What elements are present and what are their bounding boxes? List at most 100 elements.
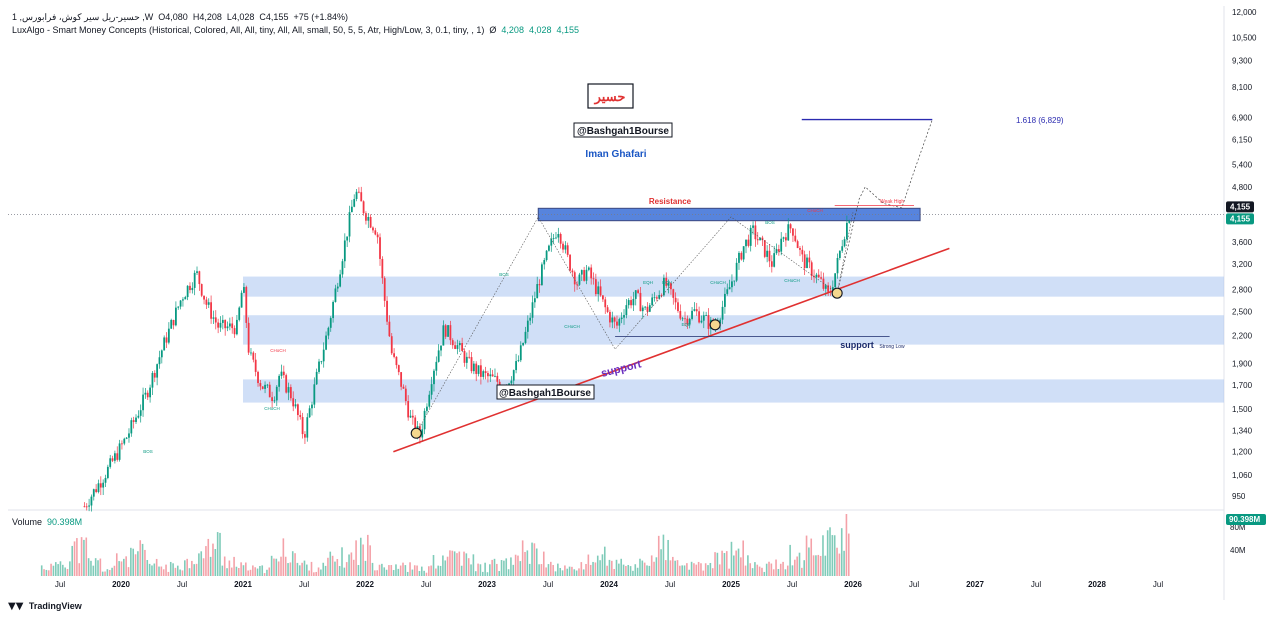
candle-body: [651, 297, 654, 306]
volume-bar: [557, 563, 559, 576]
candle-body: [817, 274, 820, 278]
volume-bar: [594, 562, 597, 576]
candle-body: [451, 340, 454, 346]
candle-body: [747, 239, 750, 246]
candle-body: [775, 249, 778, 254]
volume-bar: [141, 543, 144, 576]
candle-body: [789, 224, 792, 229]
volume-bar: [655, 557, 658, 576]
candle-body: [355, 191, 358, 199]
volume-bar: [57, 564, 59, 576]
candle-body: [538, 284, 541, 286]
candle-body: [571, 270, 574, 273]
time-tick-label: Jul: [909, 580, 919, 589]
candle-body: [702, 315, 705, 321]
volume-bar: [737, 548, 740, 576]
indicator-header[interactable]: LuxAlgo - Smart Money Concepts (Historic…: [12, 25, 579, 35]
candle-body: [165, 337, 168, 343]
candle-body: [468, 356, 471, 358]
volume-bar: [838, 553, 841, 576]
volume-bar: [92, 565, 95, 576]
volume-bar: [777, 568, 780, 576]
smc-label: BOS: [143, 449, 153, 454]
price-pane[interactable]: [8, 6, 1224, 510]
candle-body: [200, 284, 203, 296]
volume-bar: [338, 566, 341, 576]
candle-body: [278, 375, 281, 387]
volume-bar: [580, 562, 583, 576]
volume-bar: [568, 566, 571, 576]
candle-body: [522, 342, 525, 346]
candle-body: [92, 489, 95, 497]
candle-body: [644, 306, 647, 308]
candle-body: [121, 443, 123, 445]
price-tick-label: 1,340: [1232, 426, 1253, 435]
candle-body: [625, 305, 628, 316]
volume-bar: [582, 569, 585, 576]
volume-bar: [169, 561, 172, 576]
candle-body: [369, 216, 372, 228]
candle-body: [90, 496, 93, 506]
time-tick-label: 2021: [234, 580, 252, 589]
support-label-2: support: [840, 340, 874, 350]
candle-body: [135, 417, 137, 422]
author-label: Iman Ghafari: [585, 149, 646, 160]
candle-body: [752, 225, 754, 228]
candle-body: [564, 245, 567, 250]
volume-bar: [43, 569, 45, 576]
volume-bar: [263, 573, 266, 576]
volume-bar: [542, 551, 545, 576]
candle-body: [339, 274, 342, 287]
candle-body: [768, 250, 771, 262]
candle-body: [179, 300, 182, 307]
candle-body: [773, 253, 776, 267]
symbol-name[interactable]: 1 ,حسیر-ریل سیر کوش، فرابورس ,W: [12, 12, 154, 22]
tradingview-brand[interactable]: ▼▼ TradingView: [8, 601, 82, 612]
volume-bar: [188, 568, 191, 576]
volume-bar: [106, 569, 109, 576]
volume-bar: [831, 535, 834, 576]
volume-bar: [571, 566, 573, 576]
volume-bar: [528, 563, 531, 576]
volume-bar: [503, 560, 505, 576]
candle-body: [365, 213, 367, 221]
candle-body: [724, 293, 726, 307]
volume-bar: [573, 569, 576, 576]
volume-bar: [782, 561, 784, 576]
volume-legend[interactable]: Volume 90.398M: [12, 517, 82, 527]
volume-badge-bg: [1226, 514, 1266, 525]
candle-body: [754, 225, 757, 240]
price-tick-label: 2,800: [1232, 286, 1253, 295]
volume-bar: [261, 565, 264, 576]
time-tick-label: 2020: [112, 580, 130, 589]
symbol-header: 1 ,حسیر-ریل سیر کوش، فرابورس ,W O4,080 H…: [12, 12, 348, 23]
volume-bar: [470, 564, 472, 576]
candle-body: [172, 319, 175, 326]
candle-body: [433, 370, 435, 385]
candle-body: [243, 287, 245, 293]
candle-body: [111, 458, 114, 461]
volume-bar: [193, 564, 195, 576]
candle-body: [282, 371, 285, 376]
indicator-name[interactable]: LuxAlgo - Smart Money Concepts (Historic…: [12, 25, 485, 35]
candle-body: [580, 270, 583, 275]
volume-bar: [444, 560, 447, 576]
volume-bar: [664, 560, 667, 576]
candle-body: [740, 252, 743, 260]
price-tick-label: 1,060: [1232, 471, 1253, 480]
volume-bar: [803, 560, 805, 576]
volume-bar: [301, 562, 303, 576]
candle-body: [792, 228, 794, 236]
volume-bar: [308, 570, 310, 576]
candle-body: [386, 300, 388, 322]
volume-bar: [179, 569, 181, 576]
volume-bar: [796, 556, 798, 576]
volume-bar: [613, 568, 615, 576]
candle-body: [442, 325, 445, 346]
volume-bar: [317, 567, 320, 576]
symbol-box-label: حسیر: [594, 89, 626, 105]
candle-body: [604, 299, 607, 308]
candle-body: [515, 361, 517, 371]
swing-circle: [831, 287, 843, 299]
